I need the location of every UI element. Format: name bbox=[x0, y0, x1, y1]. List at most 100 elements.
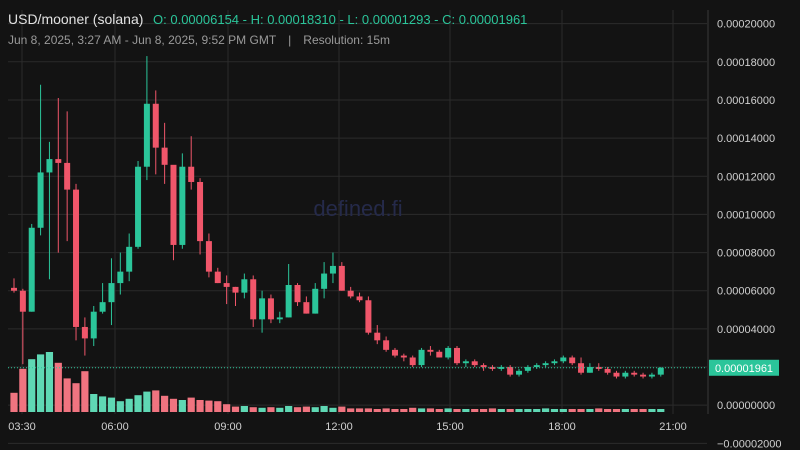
candle bbox=[55, 98, 62, 253]
candle-body bbox=[436, 351, 443, 358]
candle-body bbox=[321, 273, 328, 289]
volume-bar bbox=[28, 359, 36, 412]
volume-bar bbox=[648, 409, 656, 412]
candle-body bbox=[285, 284, 292, 318]
volume-bar bbox=[311, 407, 319, 412]
candle-body bbox=[356, 296, 363, 301]
volume-bar bbox=[116, 401, 124, 412]
candle-body bbox=[595, 367, 602, 369]
x-tick-label: 21:00 bbox=[659, 421, 687, 433]
candle-body bbox=[232, 286, 239, 293]
candle bbox=[329, 252, 336, 284]
candle bbox=[507, 365, 514, 377]
candle bbox=[640, 372, 647, 379]
volume-bar bbox=[373, 409, 381, 412]
volume-bar bbox=[90, 394, 98, 412]
volume-bar bbox=[249, 407, 257, 412]
volume-bar bbox=[400, 409, 408, 412]
candle-body bbox=[161, 147, 168, 165]
candle-body bbox=[569, 357, 576, 364]
volume-bar bbox=[533, 409, 541, 412]
candle bbox=[578, 357, 585, 375]
candle-body bbox=[179, 166, 186, 245]
candle-body bbox=[560, 357, 567, 362]
y-tick-label: 0.00016000 bbox=[717, 95, 775, 107]
volume-bar bbox=[542, 408, 550, 412]
candle-body bbox=[409, 357, 416, 366]
volume-bar bbox=[36, 354, 45, 412]
volume-bar bbox=[577, 409, 585, 412]
volume-bar bbox=[45, 352, 54, 412]
candle-body bbox=[454, 347, 460, 364]
candle bbox=[117, 252, 124, 295]
candles bbox=[11, 56, 664, 379]
candle bbox=[454, 346, 460, 366]
candle bbox=[338, 262, 345, 291]
x-tick-label: 09:00 bbox=[214, 421, 242, 433]
candle-body bbox=[631, 372, 638, 375]
volume-bar bbox=[125, 398, 133, 412]
candle-body bbox=[365, 300, 372, 333]
volume-bar bbox=[488, 408, 497, 412]
volume-bar bbox=[621, 409, 629, 412]
volume-bar bbox=[347, 408, 355, 412]
volume-bar bbox=[497, 409, 505, 412]
candle-body bbox=[241, 279, 248, 293]
x-tick-label: 12:00 bbox=[325, 421, 353, 433]
candle bbox=[613, 370, 620, 379]
candle bbox=[267, 294, 274, 324]
candle-body bbox=[117, 271, 124, 284]
candle-body bbox=[267, 298, 274, 320]
candle bbox=[28, 223, 35, 312]
candle-body bbox=[640, 374, 647, 377]
volume-bar bbox=[152, 390, 160, 412]
symbol-title: USD/mooner (solana) bbox=[8, 11, 144, 27]
candle bbox=[604, 367, 611, 375]
candle-body bbox=[108, 283, 115, 303]
candle-body bbox=[28, 227, 35, 312]
volume-bar bbox=[267, 407, 275, 412]
candle-body bbox=[99, 302, 106, 312]
candle-body bbox=[152, 103, 159, 148]
candle-body bbox=[143, 103, 150, 167]
candle bbox=[383, 336, 390, 352]
volume-bar bbox=[612, 409, 621, 412]
volume-bar bbox=[223, 404, 231, 412]
volume-bar bbox=[240, 406, 248, 412]
x-tick-label: 03:30 bbox=[8, 421, 36, 433]
candle bbox=[356, 292, 363, 303]
candle bbox=[205, 233, 212, 278]
volume-bar bbox=[568, 409, 576, 412]
volume-bars bbox=[10, 352, 665, 412]
y-tick-label: 0.00008000 bbox=[717, 248, 775, 260]
volume-bar bbox=[81, 371, 89, 412]
candle-body bbox=[312, 288, 319, 314]
candle-body bbox=[400, 355, 407, 358]
resolution-label: Resolution: 15m bbox=[303, 33, 390, 47]
candle bbox=[179, 153, 186, 249]
candle-body bbox=[489, 367, 496, 369]
last-price-label: 0.00001961 bbox=[715, 363, 773, 375]
candle-body bbox=[427, 349, 434, 352]
y-tick-label: 0.00012000 bbox=[717, 171, 775, 183]
candle bbox=[161, 122, 168, 184]
candle-body bbox=[170, 164, 177, 245]
candle bbox=[73, 183, 80, 341]
candle bbox=[135, 161, 142, 249]
candle-body bbox=[507, 367, 514, 375]
volume-bar bbox=[285, 406, 293, 412]
candle-body bbox=[223, 283, 230, 287]
candle-body bbox=[524, 367, 531, 371]
date-range: Jun 8, 2025, 3:27 AM - Jun 8, 2025, 9:52… bbox=[8, 33, 277, 47]
candle-body bbox=[55, 159, 62, 163]
separator: | bbox=[288, 33, 292, 47]
last-price-badge bbox=[709, 359, 779, 376]
candle-body bbox=[586, 367, 593, 373]
candle bbox=[170, 164, 177, 261]
candle bbox=[516, 368, 523, 377]
candle bbox=[595, 363, 602, 371]
candle bbox=[250, 275, 257, 327]
volume-bar bbox=[19, 368, 27, 412]
